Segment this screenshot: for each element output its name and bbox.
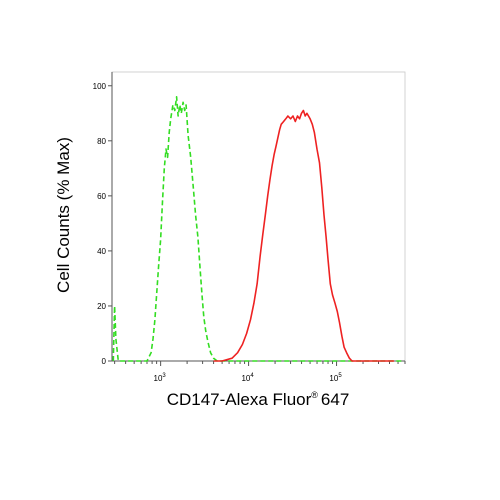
x-axis-title-mark: ®: [311, 390, 318, 400]
series-layer: [112, 96, 404, 362]
plot-frame: [111, 71, 406, 362]
x-tick-label: 105: [329, 373, 342, 383]
y-axis-title: Cell Counts (% Max): [54, 137, 73, 293]
y-tick-label: 20: [97, 302, 106, 311]
series-line-2: [213, 109, 394, 362]
y-tick-label: 0: [102, 357, 107, 366]
x-axis-title: CD147-Alexa Fluor® 647: [167, 390, 350, 409]
x-axis-title-main: CD147-Alexa Fluor: [167, 390, 312, 409]
series-line-1: [112, 96, 404, 362]
x-tick-label: 104: [241, 373, 254, 383]
y-tick-label: 60: [97, 192, 106, 201]
x-axis-ticks: 103 104 105: [114, 361, 406, 383]
y-axis-ticks: 0 20 40 60 80 100: [93, 82, 112, 366]
y-tick-label: 80: [97, 137, 106, 146]
x-axis-title-suffix: 647: [321, 390, 349, 409]
y-tick-label: 100: [93, 82, 107, 91]
y-tick-label: 40: [97, 247, 106, 256]
x-tick-label: 103: [154, 373, 167, 383]
